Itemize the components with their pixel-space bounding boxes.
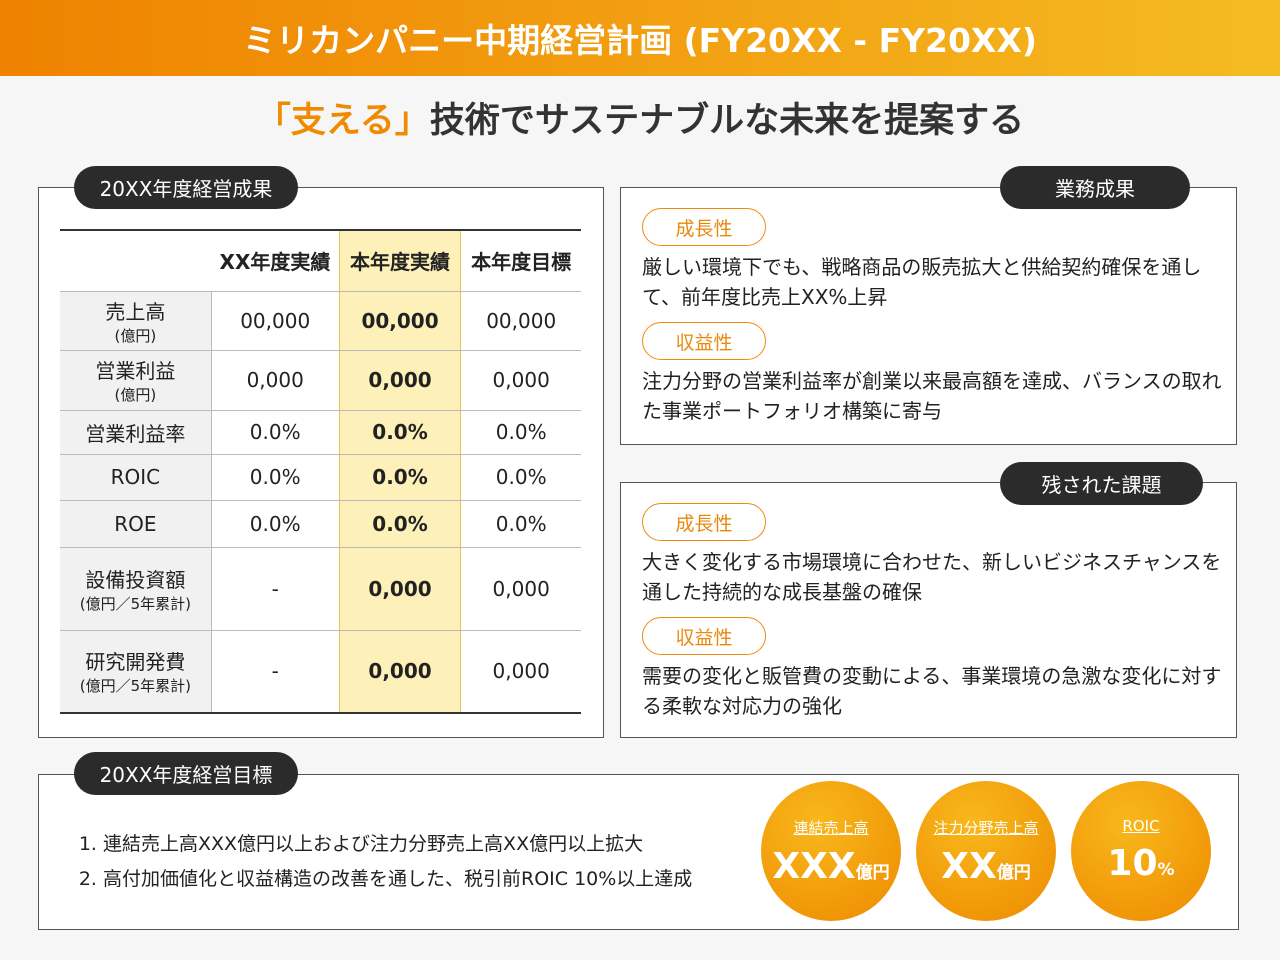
cell: 00,000	[460, 291, 581, 351]
goal-circle: 連結売上高 XXX億円	[761, 781, 901, 921]
goals-box: 連結売上高XXX億円以上および注力分野売上高XX億円以上拡大高付加価値化と収益構…	[38, 774, 1239, 930]
table-row: 設備投資額 (億円／5年累計) -0,000 0,000	[60, 547, 581, 631]
circle-label: ROIC	[1122, 817, 1160, 835]
row-unit: (億円／5年累計)	[79, 594, 191, 613]
goals-title: 20XX年度経営目標	[74, 752, 298, 795]
corner-cell	[60, 230, 212, 292]
cell: 0.0%	[338, 500, 462, 548]
issues-box: 成長性大きく変化する市場環境に合わせた、新しいビジネスチャンスを通した持続的な成…	[620, 482, 1237, 738]
cell: -	[211, 630, 340, 714]
goal-item: 連結売上高XXX億円以上および注力分野売上高XX億円以上拡大	[103, 827, 692, 862]
cell: 0,000	[338, 630, 462, 714]
cell: 0.0%	[211, 410, 340, 455]
subtitle-highlight: 「支える」	[255, 101, 430, 141]
cell: 0,000	[338, 547, 462, 631]
row-label: 営業利益	[95, 359, 176, 383]
row-label: 研究開発費	[85, 650, 186, 675]
row-label: 設備投資額	[85, 567, 186, 592]
header: ミリカンパニー中期経営計画 (FY20XX - FY20XX)	[0, 0, 1280, 76]
item-text: 厳しい環境下でも、戦略商品の販売拡大と供給契約確保を通して、前年度比売上XX%上…	[642, 255, 1202, 309]
circle-value: XX	[941, 846, 997, 887]
item-text: 大きく変化する市場環境に合わせた、新しいビジネスチャンスを通した持続的な成長基盤…	[642, 550, 1222, 604]
column-header: 本年度実績	[338, 230, 462, 292]
item-text: 需要の変化と販管費の変動による、事業環境の急激な変化に対する柔軟な対応力の強化	[642, 664, 1222, 718]
cell: 00,000	[211, 291, 340, 351]
circle-value: XXX	[772, 846, 856, 887]
cell: 00,000	[338, 291, 462, 351]
tag: 成長性	[642, 503, 766, 541]
row-label-cell: ROIC	[60, 454, 212, 501]
table-row: ROE 0.0% 0.0% 0.0%	[60, 500, 581, 548]
circle-value: 10	[1107, 843, 1158, 884]
row-label-cell: 売上高 (億円)	[60, 291, 212, 351]
circle-unit: 億円	[855, 863, 890, 883]
circle-label: 注力分野売上高	[933, 819, 1039, 837]
circle-value-wrap: XX億円	[916, 846, 1056, 887]
cell: 0,000	[211, 350, 340, 411]
table-row: 売上高 (億円) 00,000 00,000 00,000	[60, 291, 581, 351]
column-header: 本年度目標	[460, 230, 581, 292]
table-row: 営業利益率 0.0% 0.0% 0.0%	[60, 410, 581, 455]
achievements-title: 業務成果	[1000, 166, 1190, 209]
row-label-cell: 設備投資額 (億円／5年累計)	[60, 547, 212, 631]
row-label-cell: ROE	[60, 500, 212, 548]
row-label: ROE	[114, 511, 157, 536]
cell: -	[211, 547, 340, 631]
row-label: 売上高	[105, 299, 166, 324]
achievements-box: 成長性厳しい環境下でも、戦略商品の販売拡大と供給契約確保を通して、前年度比売上X…	[620, 187, 1237, 445]
table-row: 研究開発費 (億円／5年累計) -0,000 0,000	[60, 630, 581, 714]
subtitle-text: 技術でサステナブルな未来を提案する	[429, 101, 1025, 141]
row-label: ROIC	[110, 465, 161, 489]
goal-circle: 注力分野売上高 XX億円	[916, 781, 1056, 921]
table-row: 営業利益 (億円) 0,000 0,000 0,000	[60, 350, 581, 411]
cell: 0,000	[460, 350, 581, 411]
cell: 0.0%	[460, 500, 581, 548]
cell: 0.0%	[460, 454, 581, 501]
tag: 収益性	[642, 617, 766, 655]
issues-title: 残された課題	[1000, 462, 1203, 505]
goal-item: 高付加価値化と収益構造の改善を通した、税引前ROIC 10%以上達成	[103, 862, 692, 897]
column-header: XX年度実績	[211, 230, 340, 292]
tag: 収益性	[642, 322, 766, 360]
title: ミリカンパニー中期経営計画 (FY20XX - FY20XX)	[243, 21, 1037, 60]
circle-value-wrap: XXX億円	[761, 846, 901, 887]
item-text: 注力分野の営業利益率が創業以来最高額を達成、バランスの取れた事業ポートフォリオ構…	[642, 369, 1222, 423]
cell: 0,000	[338, 350, 462, 411]
circle-unit: %	[1157, 860, 1175, 880]
row-label-cell: 営業利益 (億円)	[60, 350, 212, 411]
goals-list: 連結売上高XXX億円以上および注力分野売上高XX億円以上拡大高付加価値化と収益構…	[71, 827, 692, 897]
cell: 0.0%	[211, 454, 340, 501]
row-unit: (億円)	[114, 326, 157, 345]
subtitle: 「支える」技術でサステナブルな未来を提案する	[0, 92, 1280, 143]
tag: 成長性	[642, 208, 766, 246]
circle-label: 連結売上高	[793, 819, 869, 837]
cell: 0.0%	[338, 410, 462, 455]
row-label: 営業利益率	[85, 421, 186, 446]
results-title: 20XX年度経営成果	[74, 166, 298, 209]
cell: 0,000	[460, 547, 581, 631]
row-label-cell: 営業利益率	[60, 410, 212, 455]
header-row: XX年度実績 本年度実績 本年度目標	[60, 230, 581, 292]
circle-value-wrap: 10%	[1071, 843, 1211, 884]
results-box: XX年度実績 本年度実績 本年度目標 売上高 (億円) 00,000 00,000 00,00…	[38, 187, 604, 738]
goal-circle: ROIC 10%	[1071, 781, 1211, 921]
row-unit: (億円)	[114, 386, 157, 404]
table-row: ROIC 0.0% 0.0% 0.0%	[60, 454, 581, 501]
circle-unit: 億円	[996, 863, 1031, 883]
row-unit: (億円／5年累計)	[79, 677, 191, 696]
results-table: XX年度実績 本年度実績 本年度目標 売上高 (億円) 00,000 00,000 00,00…	[60, 229, 581, 714]
row-label-cell: 研究開発費 (億円／5年累計)	[60, 630, 212, 714]
cell: 0.0%	[338, 454, 462, 501]
cell: 0.0%	[211, 500, 340, 548]
cell: 0,000	[460, 630, 581, 714]
cell: 0.0%	[460, 410, 581, 455]
